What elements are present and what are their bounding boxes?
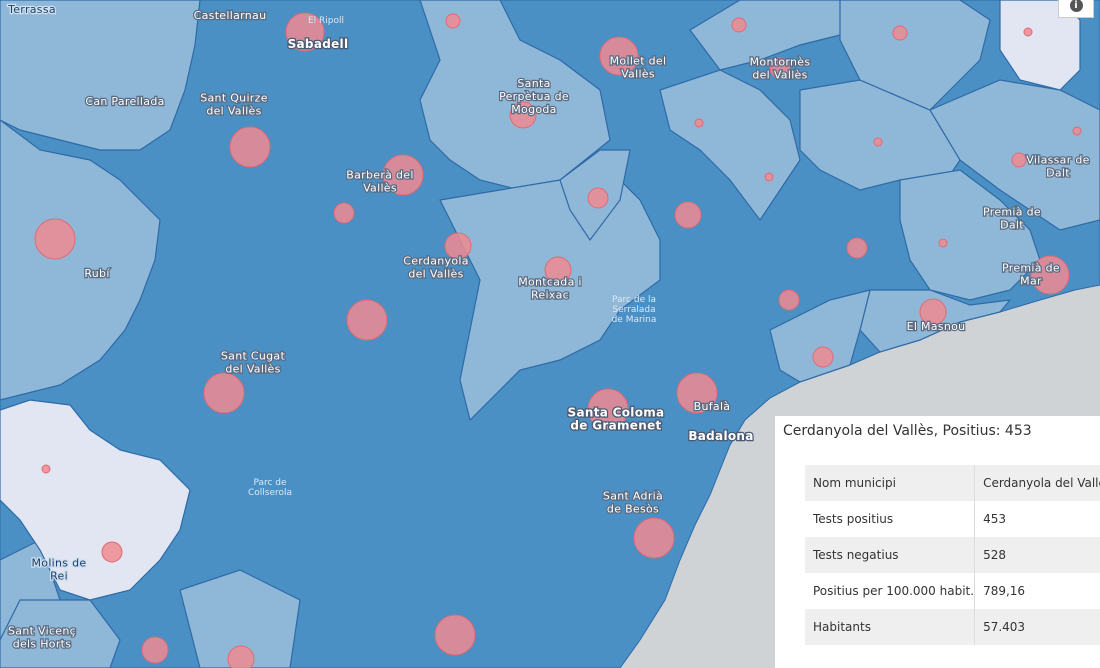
bubble: [227, 645, 255, 668]
bubble: [846, 237, 868, 259]
label-barbera: Barberà del Vallès: [346, 169, 413, 195]
attribute-label: Positius per 100.000 habit.: [805, 573, 976, 609]
attribute-label: Habitants: [805, 609, 976, 645]
bubble: [229, 126, 271, 168]
bubble: [434, 614, 476, 656]
feature-popup: Cerdanyola del Vallès, Positius: 453 Nom…: [775, 416, 1100, 668]
label-montornes: Montornès del Vallès: [750, 56, 811, 82]
bubble: [41, 464, 51, 474]
bubble: [509, 101, 537, 129]
bubble: [812, 346, 834, 368]
case-bubbles: [34, 12, 1082, 668]
label-el-ripoll: El Ripoll: [308, 16, 344, 26]
table-row: Nom municipi Cerdanyola del Vallès: [805, 465, 1100, 501]
bubble: [203, 372, 245, 414]
bubble: [778, 289, 800, 311]
label-montcada: Montcada i Reixac: [518, 276, 582, 302]
bubble: [676, 372, 718, 414]
region-la-llagosta: [659, 69, 801, 222]
label-sant-vicenc: Sant Vicenç dels Horts: [8, 625, 76, 651]
label-vilassar: Vilassar de Dalt: [1026, 154, 1089, 180]
attribute-label: Nom municipi: [805, 465, 976, 501]
bubble: [1023, 27, 1033, 37]
table-row: Positius per 100.000 habit. 789,16: [805, 573, 1100, 609]
attribute-value: 453: [983, 512, 1006, 526]
label-badalona: Badalona: [688, 429, 753, 443]
label-parc-collserola: Parc de Collserola: [248, 478, 292, 498]
attribute-value: 528: [983, 548, 1006, 562]
bubble: [873, 137, 883, 147]
label-cerdanyola: Cerdanyola del Vallès: [403, 255, 469, 281]
label-bufala: Bufalà: [694, 400, 731, 413]
attribute-label: Tests negatius: [805, 537, 976, 573]
bubble: [694, 118, 704, 128]
bubble: [892, 25, 908, 41]
table-row: Tests positius 453: [805, 501, 1100, 537]
info-button[interactable]: i: [1058, 0, 1094, 18]
label-parc-serralada: Parc de la Serralada de Marina: [612, 295, 657, 325]
attribute-label: Tests positius: [805, 501, 976, 537]
label-santa-perpetua: Santa Perpètua de Mogoda: [499, 77, 569, 116]
label-rubi: Rubí: [84, 267, 110, 280]
bubble: [938, 238, 948, 248]
bubble: [769, 57, 791, 79]
region-premia-dalt: [899, 169, 1041, 301]
label-terrassa: Terrassa: [7, 3, 56, 16]
region-terrassa: [0, 0, 201, 151]
label-castellarnau: Castellarnau: [194, 9, 267, 22]
bubble: [919, 298, 947, 326]
attribute-value: 57.403: [983, 620, 1026, 634]
label-premia-mar: Premià de Mar: [1002, 262, 1060, 288]
bubble: [1030, 255, 1070, 295]
bubble: [346, 299, 388, 341]
label-sant-adria: Sant Adrià de Besòs: [603, 490, 663, 516]
label-santa-coloma: Santa Coloma de Gramenet: [568, 406, 665, 433]
region-rubi: [0, 119, 161, 401]
bubble: [674, 201, 702, 229]
table-row: Tests negatius 528: [805, 537, 1100, 573]
bubble: [587, 187, 609, 209]
light-regions: [0, 0, 1081, 601]
region-sant-just: [839, 0, 991, 111]
bubble: [1072, 126, 1082, 136]
region-montgat: [769, 289, 871, 383]
bubble: [382, 154, 424, 196]
place-labels: Terrassa Castellarnau El Ripoll Sabadell…: [6, 2, 1091, 652]
bubble: [599, 36, 639, 76]
region-molins: [0, 399, 191, 601]
label-sant-quirze: Sant Quirze del Vallès: [200, 92, 268, 118]
bubble: [587, 388, 629, 430]
bubble: [445, 13, 461, 29]
bubble: [544, 256, 572, 284]
popup-title: Cerdanyola del Vallès, Positius: 453: [783, 423, 1032, 439]
label-sant-cugat: Sant Cugat del Vallès: [221, 350, 286, 376]
bubble: [333, 202, 355, 224]
table-row: Habitants 57.403: [805, 609, 1100, 645]
bubble: [444, 232, 472, 260]
label-can-parellada: Can Parellada: [85, 95, 164, 108]
bubble: [731, 17, 747, 33]
label-sabadell: Sabadell: [288, 37, 349, 51]
label-mollet: Mollet del Vallès: [610, 55, 667, 81]
bubble: [141, 636, 169, 664]
label-el-masnou: El Masnou: [907, 320, 966, 333]
bubble: [101, 541, 123, 563]
bubble: [1011, 152, 1027, 168]
bubble: [34, 218, 76, 260]
bubble: [285, 12, 325, 52]
label-molins: Molins de Rei: [32, 557, 87, 583]
region-molins-south: [179, 569, 301, 668]
attribute-value: 789,16: [983, 584, 1026, 598]
label-premia-dalt: Premià de Dalt: [983, 206, 1041, 232]
bubble: [764, 172, 774, 182]
bubble: [633, 517, 675, 559]
popup-attribute-table: Nom municipi Cerdanyola del Vallès Tests…: [805, 465, 1100, 645]
info-icon: i: [1069, 0, 1083, 12]
region-lliça: [689, 0, 861, 71]
attribute-value: Cerdanyola del Vallès: [983, 476, 1100, 490]
